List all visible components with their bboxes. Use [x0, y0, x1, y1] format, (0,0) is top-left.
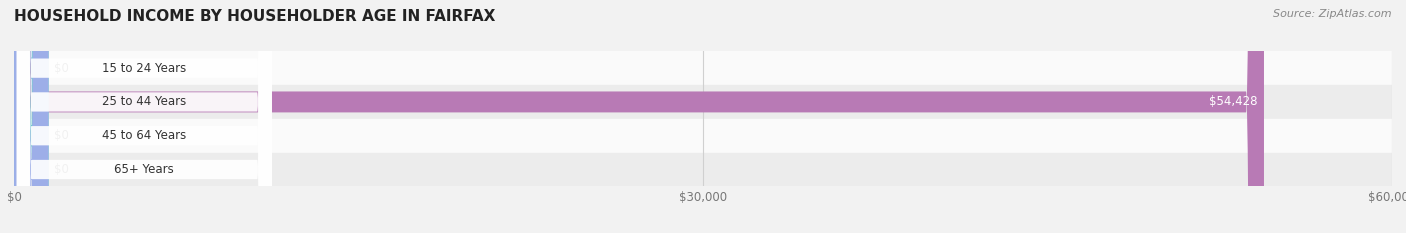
- FancyBboxPatch shape: [17, 0, 271, 233]
- FancyBboxPatch shape: [17, 0, 271, 233]
- Text: Source: ZipAtlas.com: Source: ZipAtlas.com: [1274, 9, 1392, 19]
- Text: 25 to 44 Years: 25 to 44 Years: [103, 96, 187, 108]
- Text: 15 to 24 Years: 15 to 24 Years: [103, 62, 187, 75]
- FancyBboxPatch shape: [14, 0, 48, 233]
- Text: $54,428: $54,428: [1209, 96, 1258, 108]
- FancyBboxPatch shape: [14, 0, 48, 233]
- Bar: [14, 85, 1392, 119]
- Text: 65+ Years: 65+ Years: [114, 163, 174, 176]
- Bar: [14, 51, 1392, 85]
- FancyBboxPatch shape: [14, 0, 1264, 233]
- FancyBboxPatch shape: [17, 0, 271, 233]
- Text: HOUSEHOLD INCOME BY HOUSEHOLDER AGE IN FAIRFAX: HOUSEHOLD INCOME BY HOUSEHOLDER AGE IN F…: [14, 9, 495, 24]
- Text: $0: $0: [53, 62, 69, 75]
- Bar: [14, 153, 1392, 186]
- Text: 45 to 64 Years: 45 to 64 Years: [103, 129, 187, 142]
- FancyBboxPatch shape: [14, 0, 48, 233]
- Text: $0: $0: [53, 129, 69, 142]
- FancyBboxPatch shape: [17, 0, 271, 233]
- Bar: [14, 119, 1392, 153]
- Text: $0: $0: [53, 163, 69, 176]
